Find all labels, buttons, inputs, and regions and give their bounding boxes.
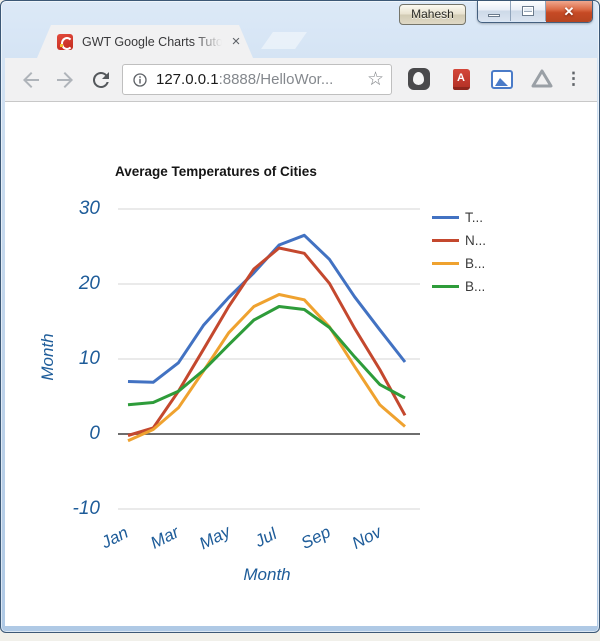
y-tick-label: -10 [72, 498, 100, 519]
extension-screenshot-glyph [491, 69, 513, 89]
reload-button[interactable] [89, 68, 113, 92]
x-axis-title: Month [243, 565, 291, 584]
page-content: Average Temperatures of Cities 30 20 10 … [5, 102, 597, 626]
browser-menu-button[interactable]: ⋮ [565, 69, 582, 88]
url-path: :8888/HelloWor... [218, 71, 334, 88]
url-text[interactable]: 127.0.0.1:8888/HelloWor... [156, 71, 356, 88]
series-line-3 [127, 305, 406, 407]
legend-swatch [432, 284, 459, 288]
back-button[interactable] [19, 68, 43, 92]
legend-swatch [432, 215, 459, 219]
legend-swatch [432, 238, 459, 242]
legend-item: T... [432, 207, 483, 227]
series-line-1 [127, 246, 407, 437]
extension-red-book-glyph: A [452, 68, 470, 90]
y-tick-label: 10 [78, 348, 100, 369]
y-tick-label: 0 [89, 423, 100, 444]
new-tab-button[interactable] [261, 32, 307, 49]
address-bar[interactable]: 127.0.0.1:8888/HelloWor... ☆ [122, 64, 392, 95]
extension-icon-red-book[interactable]: A [449, 67, 473, 91]
legend-item: B... [432, 253, 485, 273]
series-line-2 [127, 293, 406, 443]
extension-dark-badge-glyph [408, 68, 430, 90]
extension-icon-dark-badge[interactable] [407, 67, 431, 91]
close-window-button[interactable]: ✕ [546, 1, 592, 22]
tab-close-button[interactable]: × [231, 32, 241, 50]
url-host: 127.0.0.1 [156, 71, 219, 88]
y-tick-label: 20 [78, 273, 100, 294]
profile-badge-button[interactable]: Mahesh [399, 4, 466, 25]
chart-plot-svg[interactable] [95, 191, 440, 526]
legend-label: B... [465, 255, 486, 271]
page-info-icon[interactable] [132, 72, 148, 88]
legend-label: N... [465, 232, 487, 248]
bookmark-star-icon[interactable]: ☆ [366, 69, 384, 90]
minimize-icon [488, 13, 500, 17]
legend-item: N... [432, 230, 486, 250]
y-axis-title: Month [38, 333, 57, 381]
chart-title: Average Temperatures of Cities [115, 164, 317, 179]
gwt-favicon-icon [57, 33, 73, 50]
browser-toolbar: 127.0.0.1:8888/HelloWor... ☆ A ⋮ [5, 58, 597, 102]
legend-item: B... [432, 276, 485, 296]
legend-swatch [432, 261, 459, 265]
y-tick-label: 30 [78, 198, 100, 219]
maximize-button[interactable] [511, 1, 546, 21]
maximize-icon [522, 6, 534, 16]
extension-icon-drive-triangle[interactable] [530, 67, 554, 91]
tab-title-fade [194, 34, 222, 49]
browser-tab[interactable]: GWT Google Charts Tuto × [37, 25, 253, 58]
minimize-button[interactable] [478, 1, 511, 21]
window-controls: ✕ [477, 1, 593, 23]
legend-label: B... [465, 278, 486, 294]
tab-title: GWT Google Charts Tuto [82, 34, 222, 49]
extension-icon-screenshot[interactable] [490, 67, 514, 91]
close-icon: ✕ [563, 3, 575, 19]
forward-button[interactable] [53, 68, 77, 92]
legend-label: T... [465, 209, 484, 225]
